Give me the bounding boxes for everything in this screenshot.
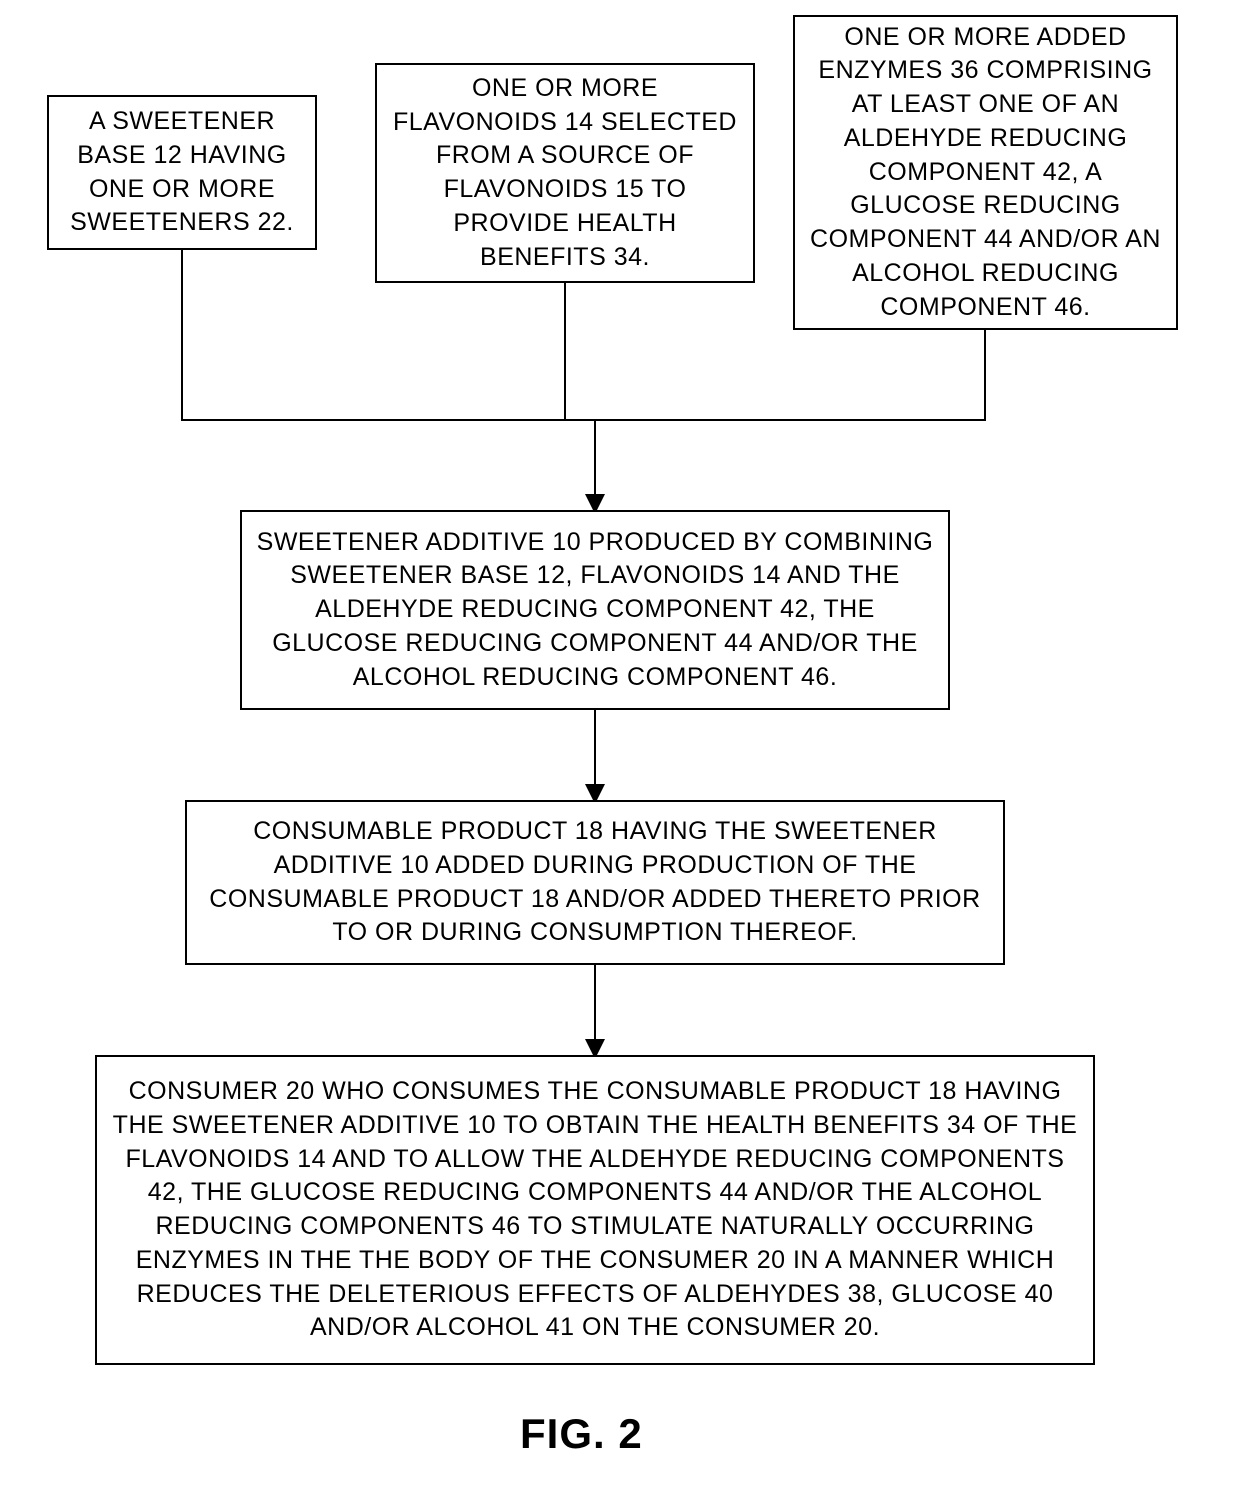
diagram-canvas: A SWEETENER BASE 12 HAVING ONE OR MORE S… — [0, 0, 1240, 1499]
box-text: ONE OR MORE ADDED ENZYMES 36 COMPRISING … — [809, 21, 1162, 325]
box-text: SWEETENER ADDITIVE 10 PRODUCED BY COMBIN… — [256, 526, 934, 695]
box-sweetener-base: A SWEETENER BASE 12 HAVING ONE OR MORE S… — [47, 95, 317, 250]
box-text: ONE OR MORE FLAVONOIDS 14 SELECTED FROM … — [391, 72, 739, 275]
box-text: A SWEETENER BASE 12 HAVING ONE OR MORE S… — [63, 105, 301, 240]
box-consumer: CONSUMER 20 WHO CONSUMES THE CONSUMABLE … — [95, 1055, 1095, 1365]
box-text: CONSUMER 20 WHO CONSUMES THE CONSUMABLE … — [111, 1075, 1079, 1345]
box-consumable-product: CONSUMABLE PRODUCT 18 HAVING THE SWEETEN… — [185, 800, 1005, 965]
box-text: CONSUMABLE PRODUCT 18 HAVING THE SWEETEN… — [201, 815, 989, 950]
box-sweetener-additive: SWEETENER ADDITIVE 10 PRODUCED BY COMBIN… — [240, 510, 950, 710]
box-enzymes: ONE OR MORE ADDED ENZYMES 36 COMPRISING … — [793, 15, 1178, 330]
box-flavonoids: ONE OR MORE FLAVONOIDS 14 SELECTED FROM … — [375, 63, 755, 283]
figure-label: FIG. 2 — [520, 1410, 643, 1458]
